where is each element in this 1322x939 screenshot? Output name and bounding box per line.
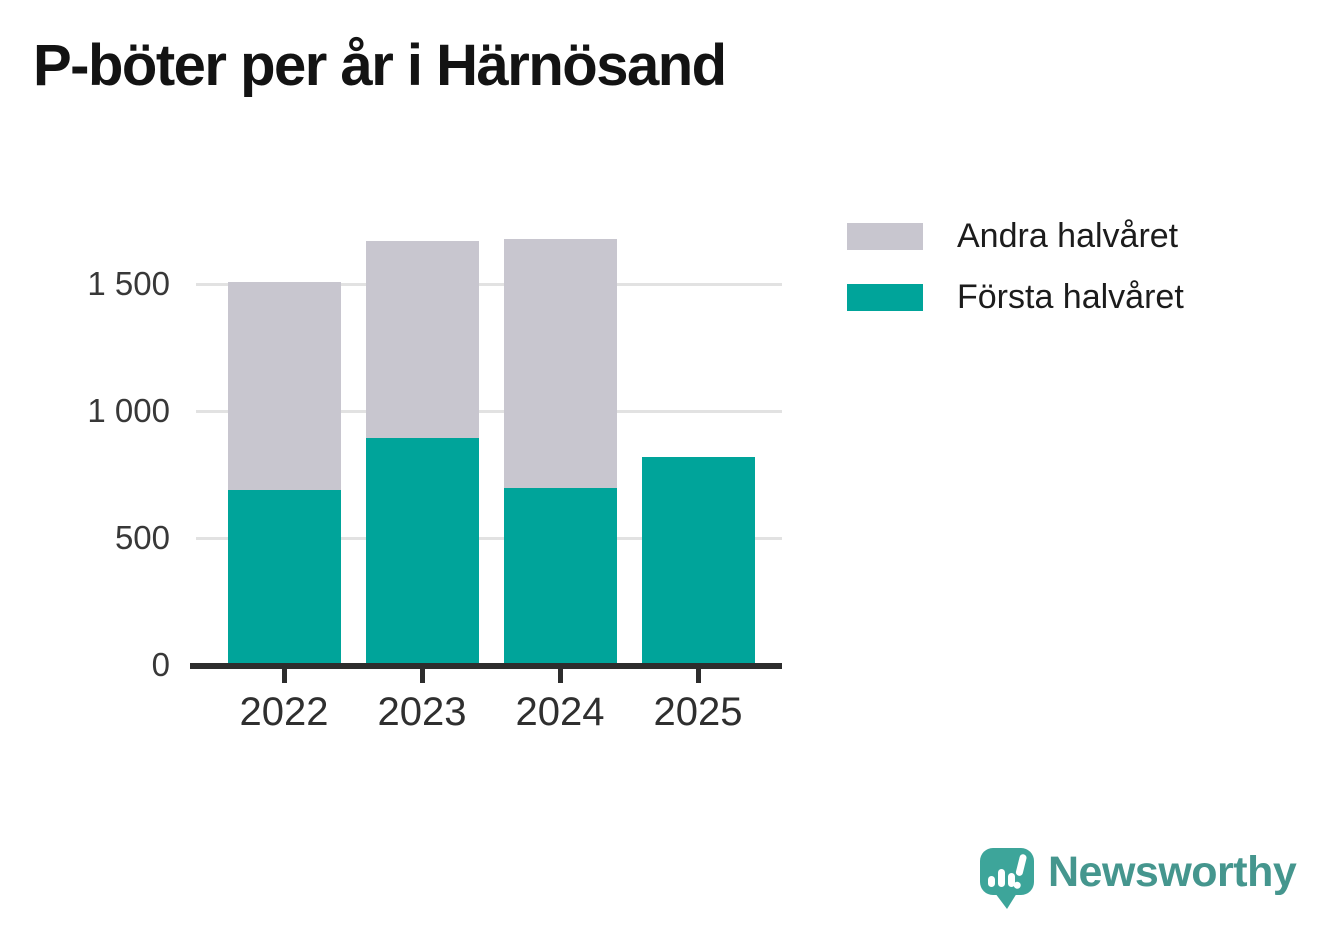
bar-segment-2025 xyxy=(641,457,755,665)
newsworthy-logo-icon xyxy=(980,848,1034,895)
bar-segment-2022 xyxy=(227,490,341,665)
legend-swatch xyxy=(847,222,923,250)
x-axis-tick xyxy=(557,669,563,683)
x-axis-line xyxy=(190,663,782,669)
bar-segment-2024 xyxy=(503,488,617,665)
y-gridline xyxy=(196,536,782,540)
logo-chart-bar-icon xyxy=(998,869,1005,887)
bar-segment-2022 xyxy=(227,282,341,490)
x-axis-tick xyxy=(419,669,425,683)
legend-item: Första halvåret xyxy=(847,280,1184,314)
legend-label: Första halvåret xyxy=(957,278,1184,316)
x-axis-tick-label: 2023 xyxy=(377,690,467,734)
y-axis-tick-label: 500 xyxy=(114,519,170,556)
y-axis-tick-label: 1 500 xyxy=(87,265,170,302)
newsworthy-logo-text: Newsworthy xyxy=(1048,848,1297,896)
logo-speech-tail xyxy=(995,893,1017,909)
legend: Andra halvåret Första halvåret xyxy=(847,219,1184,341)
x-axis-tick xyxy=(695,669,701,683)
legend-swatch xyxy=(847,283,923,311)
bar-segment-2023 xyxy=(365,438,479,665)
bar-segment-2023 xyxy=(365,241,479,438)
x-axis-tick-label: 2022 xyxy=(239,690,329,734)
x-axis-tick-label: 2024 xyxy=(515,690,605,734)
chart-title: P-böter per år i Härnösand xyxy=(33,33,727,98)
y-gridline xyxy=(196,282,782,286)
logo-chart-bar-icon xyxy=(1008,873,1015,887)
logo-chart-bar-icon xyxy=(988,876,995,887)
y-gridline xyxy=(196,409,782,413)
y-axis-tick-label: 1 000 xyxy=(87,392,170,429)
legend-label: Andra halvåret xyxy=(957,217,1179,255)
x-axis-tick xyxy=(281,669,287,683)
bar-segment-2024 xyxy=(503,239,617,488)
legend-item: Andra halvåret xyxy=(847,219,1184,253)
x-axis-tick-label: 2025 xyxy=(653,690,743,734)
y-axis-tick-label: 0 xyxy=(151,646,170,683)
logo-exclamation-icon xyxy=(1012,853,1028,891)
